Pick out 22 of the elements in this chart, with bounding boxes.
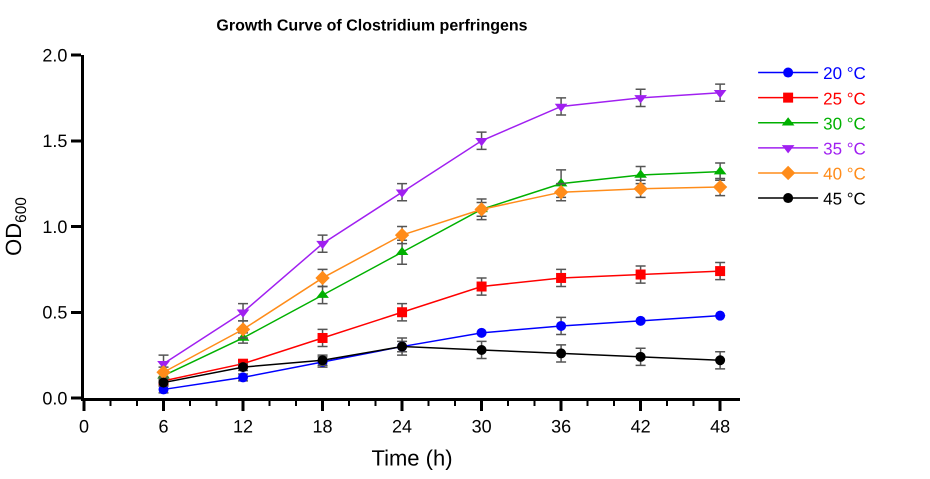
x-tick-label: 42 xyxy=(630,416,651,437)
y-tick-label: 1.5 xyxy=(42,131,68,152)
legend-label: 30 °C xyxy=(823,114,866,134)
chart-title: Growth Curve of Clostridium perfringens xyxy=(216,17,528,34)
x-tick-label: 30 xyxy=(472,416,492,437)
x-tick-label: 18 xyxy=(312,416,333,437)
x-tick-label: 0 xyxy=(78,416,90,437)
x-axis-title: Time (h) xyxy=(371,446,453,470)
x-tick-label: 48 xyxy=(710,416,730,437)
legend-label: 20 °C xyxy=(823,64,866,84)
legend-label: 40 °C xyxy=(823,164,866,184)
y-tick-label: 0.0 xyxy=(42,388,68,408)
legend-label: 45 °C xyxy=(823,190,866,209)
y-tick-label: 2.0 xyxy=(42,45,68,66)
legend-label: 25 °C xyxy=(823,89,866,108)
x-tick-label: 36 xyxy=(551,416,572,437)
x-tick-label: 6 xyxy=(158,416,169,437)
x-tick-label: 24 xyxy=(392,416,412,437)
x-tick-label: 12 xyxy=(233,416,254,437)
y-tick-label: 1.0 xyxy=(42,216,68,237)
y-tick-label: 0.5 xyxy=(42,302,68,323)
legend-label: 35 °C xyxy=(823,139,866,158)
